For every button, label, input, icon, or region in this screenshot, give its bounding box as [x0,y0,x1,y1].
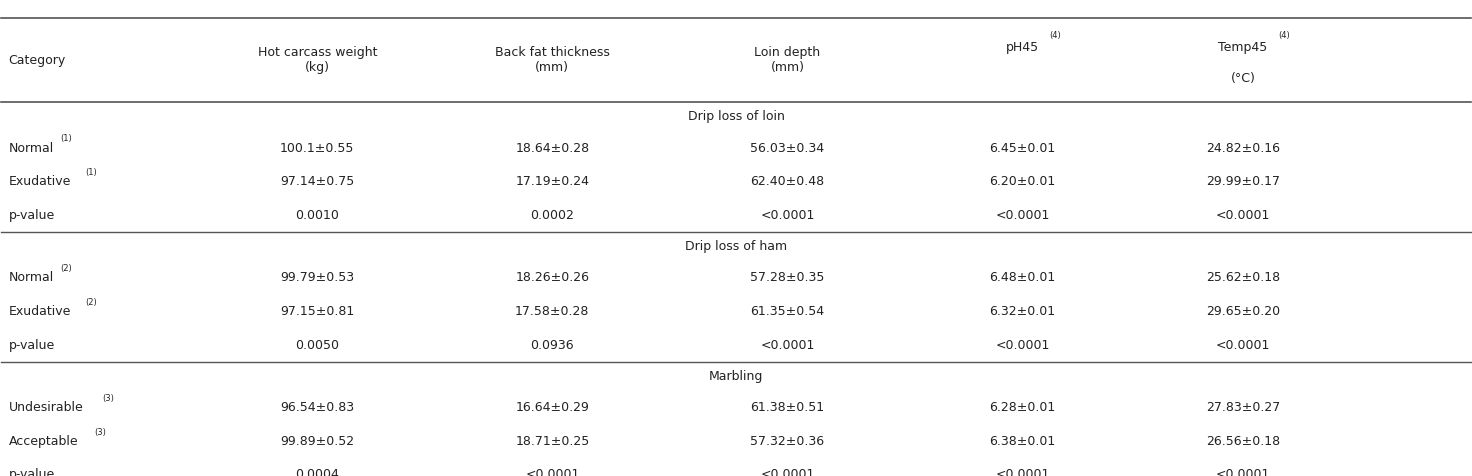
Text: 61.38±0.51: 61.38±0.51 [751,401,824,415]
Text: <0.0001: <0.0001 [1216,338,1270,352]
Text: (4): (4) [1278,31,1289,40]
Text: (1): (1) [60,134,72,143]
Text: (4): (4) [1050,31,1061,40]
Text: <0.0001: <0.0001 [526,468,580,476]
Text: 18.71±0.25: 18.71±0.25 [515,435,589,448]
Text: Marbling: Marbling [710,370,762,383]
Text: p-value: p-value [9,208,54,222]
Text: 25.62±0.18: 25.62±0.18 [1206,271,1281,285]
Text: 0.0010: 0.0010 [296,208,339,222]
Text: 27.83±0.27: 27.83±0.27 [1206,401,1281,415]
Text: 16.64±0.29: 16.64±0.29 [515,401,589,415]
Text: 6.45±0.01: 6.45±0.01 [989,141,1055,155]
Text: <0.0001: <0.0001 [760,338,814,352]
Text: pH45: pH45 [1005,41,1039,54]
Text: 56.03±0.34: 56.03±0.34 [751,141,824,155]
Text: 62.40±0.48: 62.40±0.48 [751,175,824,188]
Text: 18.26±0.26: 18.26±0.26 [515,271,589,285]
Text: Normal: Normal [9,141,54,155]
Text: <0.0001: <0.0001 [760,208,814,222]
Text: 61.35±0.54: 61.35±0.54 [751,305,824,318]
Text: 26.56±0.18: 26.56±0.18 [1206,435,1281,448]
Text: Undesirable: Undesirable [9,401,84,415]
Text: 6.20±0.01: 6.20±0.01 [989,175,1055,188]
Text: 0.0004: 0.0004 [296,468,339,476]
Text: Normal: Normal [9,271,54,285]
Text: 57.28±0.35: 57.28±0.35 [751,271,824,285]
Text: Temp45: Temp45 [1219,41,1267,54]
Text: <0.0001: <0.0001 [760,468,814,476]
Text: 6.32±0.01: 6.32±0.01 [989,305,1055,318]
Text: Exudative: Exudative [9,305,71,318]
Text: 0.0002: 0.0002 [530,208,574,222]
Text: 99.89±0.52: 99.89±0.52 [280,435,355,448]
Text: 18.64±0.28: 18.64±0.28 [515,141,589,155]
Text: 0.0936: 0.0936 [530,338,574,352]
Text: 97.15±0.81: 97.15±0.81 [280,305,355,318]
Text: 6.28±0.01: 6.28±0.01 [989,401,1055,415]
Text: <0.0001: <0.0001 [995,338,1050,352]
Text: (3): (3) [94,428,106,436]
Text: Acceptable: Acceptable [9,435,78,448]
Text: 17.19±0.24: 17.19±0.24 [515,175,589,188]
Text: 17.58±0.28: 17.58±0.28 [515,305,589,318]
Text: 29.99±0.17: 29.99±0.17 [1206,175,1279,188]
Text: <0.0001: <0.0001 [995,208,1050,222]
Text: Back fat thickness
(mm): Back fat thickness (mm) [495,46,609,74]
Text: 57.32±0.36: 57.32±0.36 [751,435,824,448]
Text: 99.79±0.53: 99.79±0.53 [280,271,355,285]
Text: (2): (2) [60,264,72,273]
Text: 6.48±0.01: 6.48±0.01 [989,271,1055,285]
Text: p-value: p-value [9,468,54,476]
Text: 100.1±0.55: 100.1±0.55 [280,141,355,155]
Text: (1): (1) [85,168,97,177]
Text: p-value: p-value [9,338,54,352]
Text: 0.0050: 0.0050 [296,338,339,352]
Text: Loin depth
(mm): Loin depth (mm) [754,46,820,74]
Text: <0.0001: <0.0001 [1216,468,1270,476]
Text: <0.0001: <0.0001 [995,468,1050,476]
Text: 6.38±0.01: 6.38±0.01 [989,435,1055,448]
Text: (3): (3) [103,394,115,403]
Text: 29.65±0.20: 29.65±0.20 [1206,305,1281,318]
Text: 97.14±0.75: 97.14±0.75 [280,175,355,188]
Text: Hot carcass weight
(kg): Hot carcass weight (kg) [258,46,377,74]
Text: <0.0001: <0.0001 [1216,208,1270,222]
Text: Category: Category [9,54,66,67]
Text: Exudative: Exudative [9,175,71,188]
Text: 24.82±0.16: 24.82±0.16 [1206,141,1279,155]
Text: Drip loss of ham: Drip loss of ham [684,240,788,253]
Text: 96.54±0.83: 96.54±0.83 [280,401,355,415]
Text: Drip loss of loin: Drip loss of loin [687,110,785,123]
Text: (°C): (°C) [1231,72,1256,85]
Text: (2): (2) [85,298,97,307]
